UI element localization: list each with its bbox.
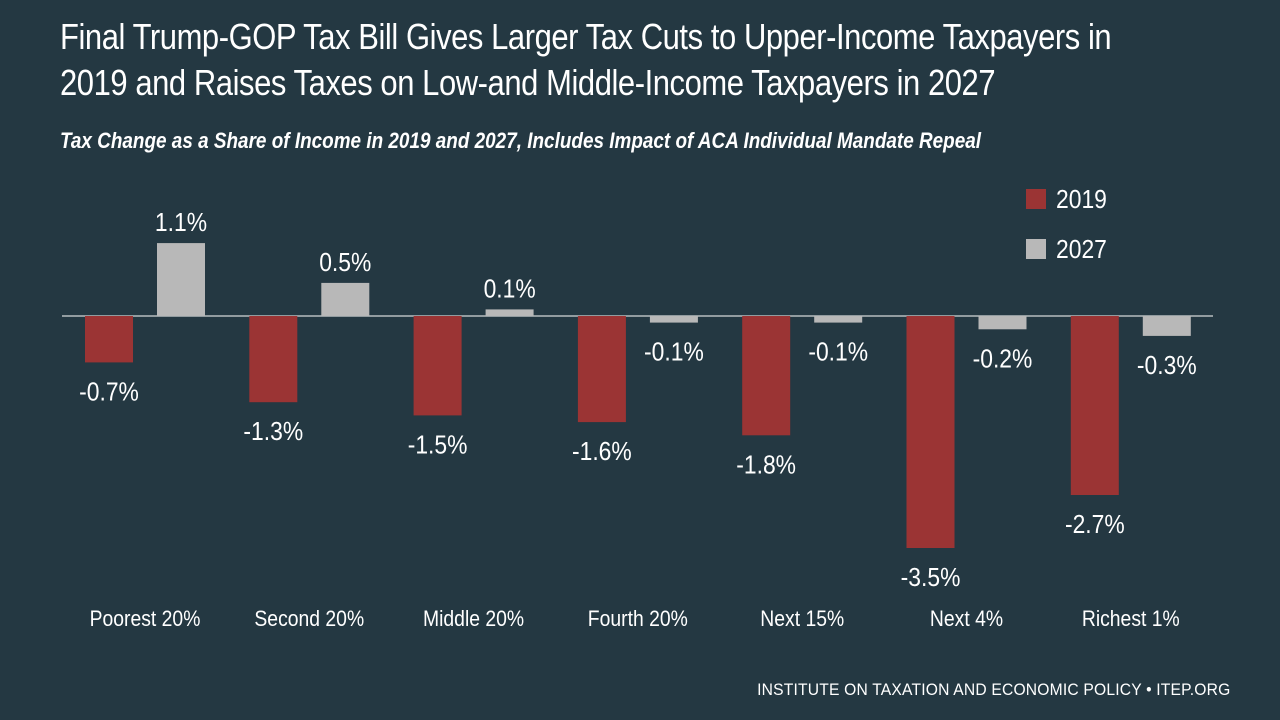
bar-2027-4 — [649, 316, 698, 323]
bar-2019-3 — [413, 316, 462, 416]
bar-2019-1 — [85, 316, 133, 363]
category-label-2: Second 20% — [254, 607, 364, 631]
bar-2019-4 — [577, 316, 626, 423]
data-label-2027-5: -0.1% — [808, 338, 868, 367]
bar-2019-5 — [742, 316, 791, 436]
bar-2027-7 — [1142, 316, 1191, 336]
bar-2027-2 — [321, 282, 370, 316]
chart-subtitle: Tax Change as a Share of Income in 2019 … — [60, 128, 982, 153]
data-label-2027-3: 0.1% — [484, 275, 536, 304]
chart-title: Final Trump-GOP Tax Bill Gives Larger Ta… — [60, 14, 1112, 106]
bar-2027-6 — [978, 316, 1027, 330]
bar-2019-7 — [1070, 316, 1119, 495]
bar-2027-5 — [814, 316, 863, 323]
category-label-4: Fourth 20% — [588, 607, 688, 631]
legend-item-2019: 2019 — [1026, 174, 1114, 224]
data-label-2019-6: -3.5% — [901, 564, 961, 593]
data-label-2027-7: -0.3% — [1137, 352, 1197, 381]
bar-2027-3 — [485, 309, 534, 316]
category-label-7: Richest 1% — [1082, 607, 1180, 631]
category-label-6: Next 4% — [930, 607, 1003, 631]
legend: 2019 2027 — [1026, 174, 1114, 274]
legend-swatch-2019 — [1026, 189, 1046, 209]
data-label-2019-3: -1.5% — [408, 431, 468, 460]
bar-2019-2 — [249, 316, 298, 403]
footer-source: INSTITUTE ON TAXATION AND ECONOMIC POLIC… — [756, 680, 1230, 699]
category-label-1: Poorest 20% — [90, 607, 201, 631]
category-label-3: Middle 20% — [423, 607, 524, 631]
data-label-2027-2: 0.5% — [319, 249, 371, 278]
legend-label-2019: 2019 — [1056, 183, 1107, 214]
data-label-2019-4: -1.6% — [572, 438, 632, 467]
chart-title-line2: 2019 and Raises Taxes on Low-and Middle-… — [60, 62, 996, 103]
legend-swatch-2027 — [1026, 239, 1046, 259]
data-label-2027-4: -0.1% — [644, 338, 704, 367]
legend-label-2027: 2027 — [1056, 233, 1107, 264]
data-label-2019-7: -2.7% — [1065, 511, 1125, 540]
data-label-2027-1: 1.1% — [155, 209, 207, 238]
data-label-2019-2: -1.3% — [243, 418, 303, 447]
bar-2027-1 — [157, 243, 205, 316]
legend-item-2027: 2027 — [1026, 224, 1114, 274]
category-label-5: Next 15% — [760, 607, 844, 631]
data-label-2019-5: -1.8% — [736, 451, 796, 480]
bar-2019-6 — [906, 316, 955, 548]
data-label-2019-1: -0.7% — [79, 378, 139, 407]
data-label-2027-6: -0.2% — [973, 345, 1033, 374]
chart-title-line1: Final Trump-GOP Tax Bill Gives Larger Ta… — [60, 16, 1112, 57]
